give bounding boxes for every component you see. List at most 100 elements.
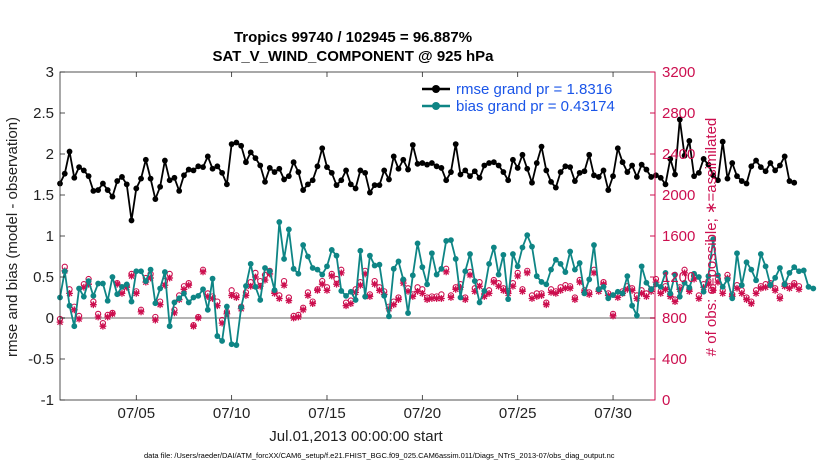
rmse-point xyxy=(76,164,82,171)
obs-assimilated-point xyxy=(395,296,402,303)
rmse-point xyxy=(448,169,454,175)
bias-point xyxy=(281,256,287,262)
bias-point xyxy=(691,270,697,277)
bias-point xyxy=(119,283,125,290)
x-axis-ticks: 07/05 07/10 07/15 07/20 07/25 07/30 xyxy=(118,72,632,422)
obs-assimilated-point xyxy=(638,290,646,297)
bias-point xyxy=(562,269,569,275)
rmse-point xyxy=(166,177,173,184)
obs-assimilated-point xyxy=(623,285,631,293)
obs-assimilated-point xyxy=(528,295,536,302)
right-tick-label: 3200 xyxy=(662,64,695,81)
rmse-point xyxy=(791,179,798,186)
bias-point xyxy=(80,293,87,300)
bias-point xyxy=(114,291,121,298)
rmse-point xyxy=(777,162,783,169)
obs-assimilated-point xyxy=(519,287,526,295)
bias-point xyxy=(157,285,164,292)
obs-assimilated-point xyxy=(485,290,493,297)
data-file-footnote: data file: /Users/raeder/DAI/ATM_forcXX/… xyxy=(144,451,615,460)
obs-assimilated-point xyxy=(457,283,464,291)
bias-point xyxy=(71,323,78,330)
rmse-point xyxy=(138,175,144,182)
obs-assimilated-point xyxy=(690,275,698,283)
rmse-point xyxy=(524,165,531,172)
rmse-point xyxy=(214,163,221,170)
rmse-point xyxy=(381,167,388,174)
bias-point xyxy=(719,283,726,290)
obs-assimilated-point xyxy=(609,312,617,320)
rmse-point xyxy=(276,165,283,172)
obs-assimilated-point xyxy=(233,294,240,301)
rmse-point xyxy=(142,156,149,163)
obs-assimilated-point xyxy=(333,280,340,288)
bias-point xyxy=(510,251,516,257)
obs-assimilated-point xyxy=(304,292,312,299)
obs-assimilated-point xyxy=(557,286,565,294)
bias-point xyxy=(204,306,211,313)
obs-assimilated-point xyxy=(590,269,598,277)
bias-point xyxy=(743,259,750,266)
obs-assimilated-point xyxy=(671,298,679,305)
obs-assimilated-point xyxy=(66,290,73,297)
obs-assimilated-point xyxy=(147,274,154,282)
rmse-point xyxy=(147,175,154,182)
bias-point xyxy=(295,270,302,277)
rmse-point xyxy=(567,164,574,171)
rmse-point xyxy=(510,156,516,163)
bias-point xyxy=(366,252,373,259)
obs-assimilated-point xyxy=(261,276,269,284)
rmse-point xyxy=(576,169,583,176)
bias-point xyxy=(805,283,812,290)
bias-point xyxy=(462,268,469,275)
chart-title-line1: Tropics 99740 / 102945 = 96.887% xyxy=(234,29,472,46)
right-tick-label: 800 xyxy=(662,310,687,327)
bias-point xyxy=(533,273,540,280)
rmse-point xyxy=(219,169,225,176)
rmse-point xyxy=(438,165,445,171)
rmse-point xyxy=(633,174,640,180)
bias-point xyxy=(786,270,793,276)
obs-assimilated-point xyxy=(714,278,722,286)
obs-assimilated-point xyxy=(99,322,107,330)
rmse-point xyxy=(281,176,287,183)
obs-assimilated-point xyxy=(480,293,488,300)
rmse-point xyxy=(309,177,316,184)
bias-point xyxy=(171,299,178,306)
rmse-point xyxy=(352,185,359,192)
bias-point xyxy=(262,265,268,271)
rmse-point xyxy=(591,172,597,179)
rmse-point xyxy=(786,178,793,184)
left-tick-label: 2.5 xyxy=(33,105,54,122)
bias-point xyxy=(448,237,454,244)
bias-point xyxy=(433,271,440,278)
bias-point xyxy=(405,310,411,316)
rmse-point xyxy=(376,182,383,189)
obs-assimilated-point xyxy=(576,278,584,286)
rmse-point xyxy=(490,159,497,166)
obs-assimilated-point xyxy=(104,313,112,321)
rmse-point xyxy=(619,159,626,166)
left-tick-label: -0.5 xyxy=(28,351,54,368)
left-tick-label: 0 xyxy=(46,310,54,327)
bias-point xyxy=(123,281,130,288)
bias-point xyxy=(138,268,144,275)
bias-point xyxy=(142,278,149,284)
obs-assimilated-point xyxy=(166,274,174,282)
rmse-point xyxy=(767,160,774,166)
bias-point xyxy=(538,279,545,285)
bias-point xyxy=(524,232,531,239)
rmse-point xyxy=(262,178,268,185)
obs-assimilated-point xyxy=(704,280,712,288)
bias-point xyxy=(95,280,102,287)
obs-assimilated-point xyxy=(762,283,770,291)
bias-point xyxy=(443,238,450,244)
obs-assimilated-point xyxy=(228,292,236,299)
bias-point xyxy=(676,293,683,300)
obs-assimilated-point xyxy=(337,269,345,277)
bias-point xyxy=(595,286,602,293)
bias-point xyxy=(729,295,736,302)
legend-rmse-marker xyxy=(432,85,440,93)
bias-point xyxy=(161,269,168,275)
right-tick-label: 2800 xyxy=(662,105,695,122)
